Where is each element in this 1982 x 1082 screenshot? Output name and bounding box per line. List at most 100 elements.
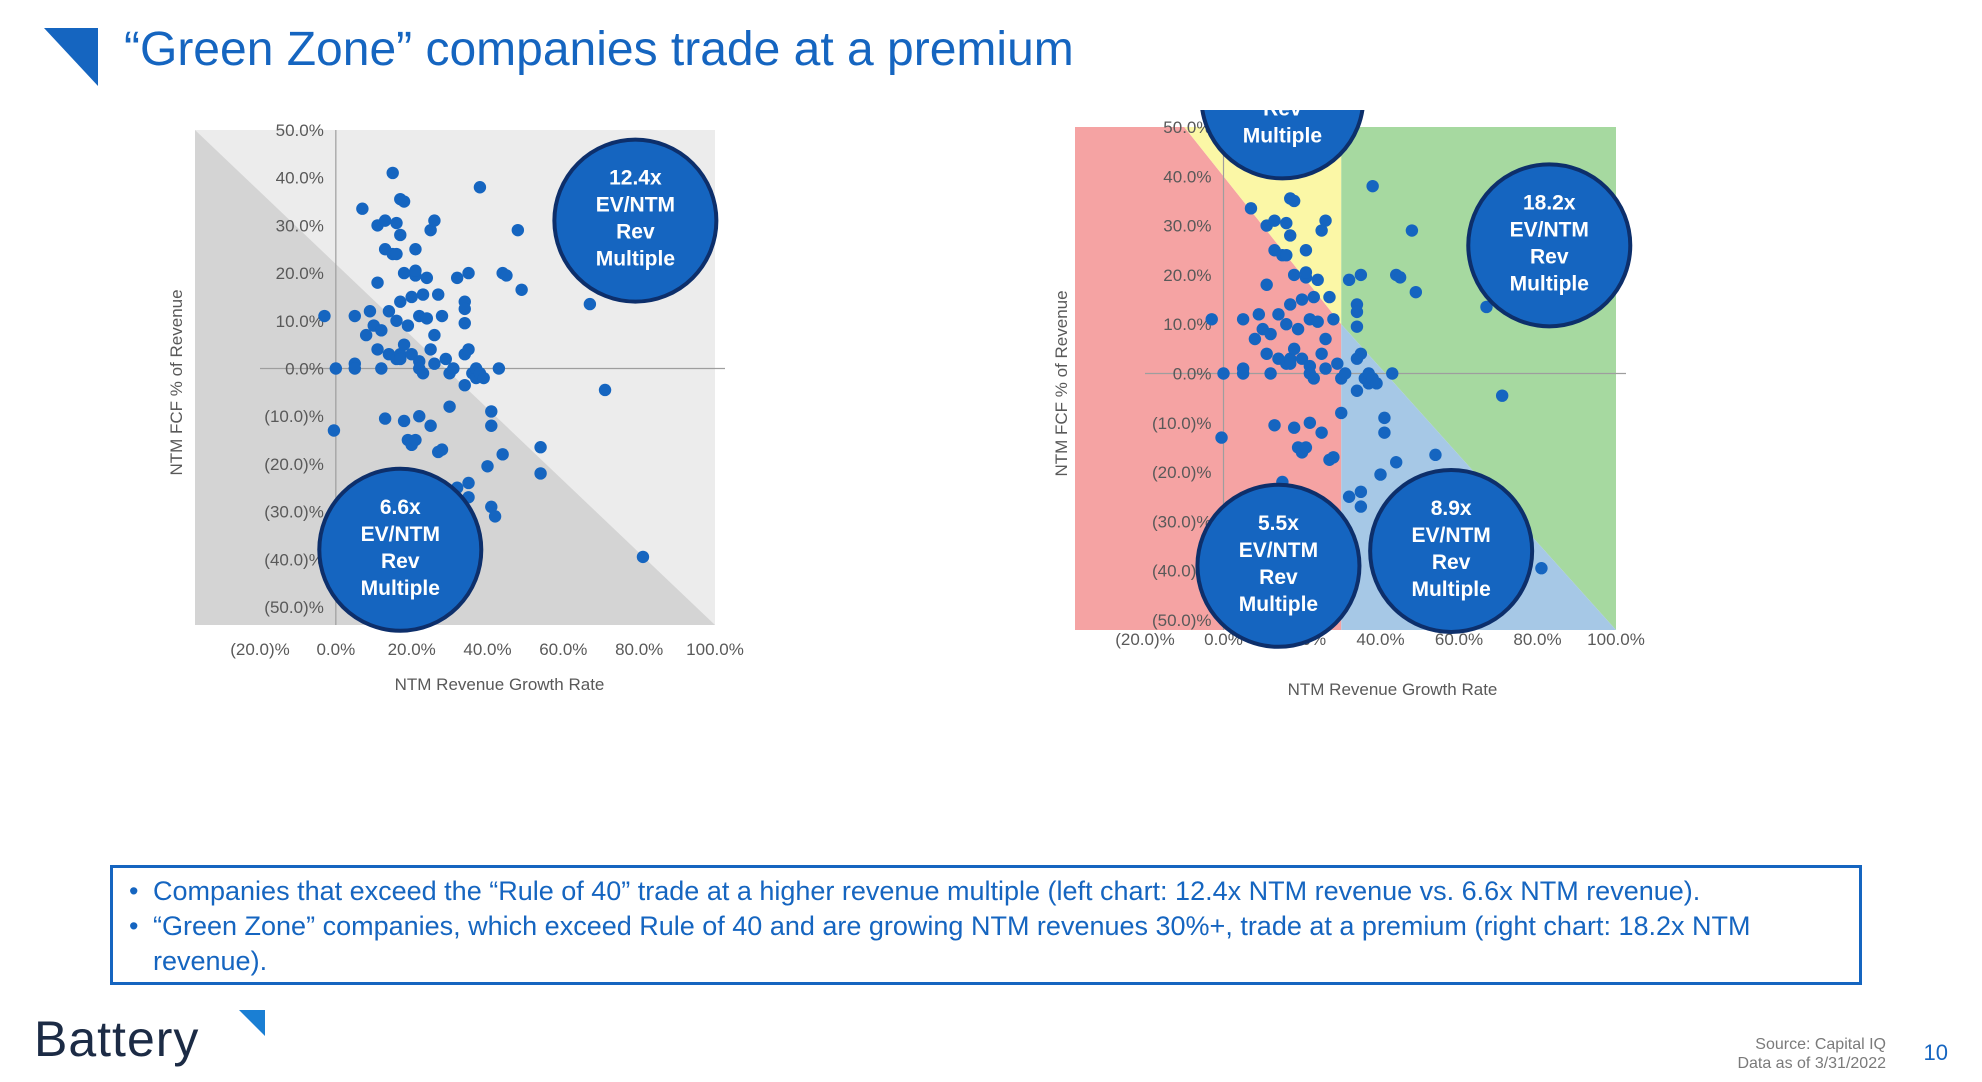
y-tick-label: 0.0% (285, 360, 324, 379)
x-tick-label: 80.0% (615, 640, 663, 659)
bubble-label: EV/NTM (361, 523, 440, 546)
data-point (599, 384, 611, 396)
data-point (409, 265, 421, 277)
y-tick-label: 20.0% (276, 264, 324, 283)
bubble-label: Rev (1432, 551, 1471, 574)
bubble-label: Multiple (596, 248, 675, 271)
data-point (1206, 313, 1218, 325)
data-point (1323, 291, 1335, 303)
data-point (1260, 348, 1272, 360)
data-point (1315, 426, 1327, 438)
right-scatter-chart: 50.0%40.0%30.0%20.0%10.0%0.0%(10.0)%(20.… (1040, 110, 1850, 850)
data-point (1327, 451, 1339, 463)
data-point (500, 269, 512, 281)
data-point (1374, 468, 1386, 480)
data-point (512, 224, 524, 236)
bubble-label: 18.2x (1523, 191, 1576, 214)
bubble-label: Multiple (1243, 124, 1322, 147)
bubble-label: 12.4x (609, 167, 662, 190)
data-point (1406, 224, 1418, 236)
data-point (409, 243, 421, 255)
data-point (1272, 308, 1284, 320)
data-point (1217, 367, 1229, 379)
data-point (1300, 244, 1312, 256)
data-point (1308, 291, 1320, 303)
y-tick-label: 10.0% (276, 312, 324, 331)
data-point (1304, 417, 1316, 429)
data-point (375, 324, 387, 336)
data-point (428, 329, 440, 341)
data-point (398, 415, 410, 427)
data-point (1355, 500, 1367, 512)
data-point (387, 167, 399, 179)
data-point (1315, 348, 1327, 360)
y-tick-label: (30.0)% (264, 503, 324, 522)
data-point (1237, 313, 1249, 325)
data-point (1378, 412, 1390, 424)
data-point (447, 362, 459, 374)
data-point (459, 379, 471, 391)
y-tick-label: 0.0% (1173, 365, 1212, 384)
data-point (1312, 274, 1324, 286)
data-point (451, 272, 463, 284)
bubble-label: Rev (1263, 110, 1302, 120)
y-tick-label: 30.0% (1163, 217, 1211, 236)
data-point (428, 214, 440, 226)
data-point (424, 420, 436, 432)
bubble-label: Multiple (361, 577, 440, 600)
data-point (1343, 274, 1355, 286)
data-point (1215, 431, 1227, 443)
data-point (462, 267, 474, 279)
data-point (421, 272, 433, 284)
data-point (417, 367, 429, 379)
data-point (390, 248, 402, 260)
y-tick-label: 20.0% (1163, 266, 1211, 285)
data-point (436, 443, 448, 455)
data-point (1288, 343, 1300, 355)
data-point (398, 195, 410, 207)
data-point (1296, 293, 1308, 305)
data-point (428, 358, 440, 370)
x-tick-label: 100.0% (686, 640, 744, 659)
data-point (398, 267, 410, 279)
x-tick-label: 0.0% (316, 640, 355, 659)
y-tick-label: (50.0)% (1152, 611, 1212, 630)
data-point (1327, 313, 1339, 325)
data-point (637, 551, 649, 563)
data-point (1280, 217, 1292, 229)
data-point (584, 298, 596, 310)
bubble-label: EV/NTM (596, 194, 675, 217)
data-point (1370, 377, 1382, 389)
bullet-item: Companies that exceed the “Rule of 40” t… (129, 874, 1843, 909)
data-point (421, 312, 433, 324)
bubble-label: Rev (1259, 566, 1298, 589)
data-point (409, 434, 421, 446)
data-point (478, 372, 490, 384)
data-point (1319, 362, 1331, 374)
data-date-line: Data as of 3/31/2022 (1737, 1054, 1886, 1073)
data-point (443, 400, 455, 412)
page-number: 10 (1924, 1040, 1948, 1066)
multiple-bubble: 12.4x EV/NTM Rev Multiple (554, 140, 716, 302)
bubble-label: Rev (616, 221, 655, 244)
data-point (394, 229, 406, 241)
data-point (1308, 372, 1320, 384)
x-tick-label: 40.0% (463, 640, 511, 659)
data-point (424, 343, 436, 355)
data-point (1268, 214, 1280, 226)
data-point (515, 284, 527, 296)
y-tick-label: (20.0)% (264, 455, 324, 474)
bullet-item: “Green Zone” companies, which exceed Rul… (129, 909, 1843, 979)
data-point (1300, 441, 1312, 453)
bubble-label: 5.5x (1258, 512, 1299, 535)
data-point (1339, 367, 1351, 379)
x-tick-label: 20.0% (388, 640, 436, 659)
data-point (379, 214, 391, 226)
source-line: Source: Capital IQ (1737, 1035, 1886, 1054)
data-point (1280, 318, 1292, 330)
y-axis-title: NTM FCF % of Revenue (167, 289, 186, 475)
bubble-label: EV/NTM (1510, 218, 1589, 241)
corner-triangle-icon (44, 28, 98, 86)
data-point (489, 510, 501, 522)
bubble-label: 8.9x (1431, 497, 1472, 520)
